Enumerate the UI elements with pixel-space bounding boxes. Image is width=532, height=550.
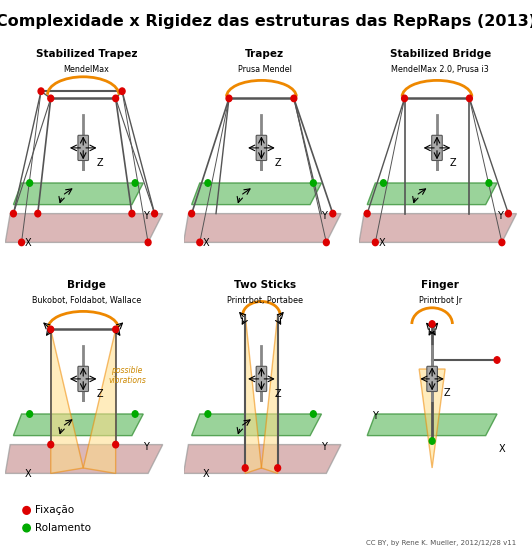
Circle shape xyxy=(205,411,211,417)
Circle shape xyxy=(11,210,16,217)
Text: X: X xyxy=(379,238,385,248)
Text: Two Sticks: Two Sticks xyxy=(234,280,296,290)
Text: Y: Y xyxy=(143,211,149,221)
Circle shape xyxy=(113,95,119,102)
Polygon shape xyxy=(5,444,163,474)
Polygon shape xyxy=(5,213,163,243)
Text: Bukobot, Foldabot, Wallace: Bukobot, Foldabot, Wallace xyxy=(32,296,141,305)
Text: Z: Z xyxy=(96,158,103,168)
Text: Z: Z xyxy=(444,388,450,398)
Polygon shape xyxy=(184,444,341,474)
FancyBboxPatch shape xyxy=(431,135,442,161)
Circle shape xyxy=(275,465,280,471)
Circle shape xyxy=(132,411,138,417)
Text: Y: Y xyxy=(143,442,149,452)
Polygon shape xyxy=(367,414,497,436)
Text: X: X xyxy=(25,469,31,479)
Text: X: X xyxy=(203,238,210,248)
Circle shape xyxy=(311,180,316,186)
Circle shape xyxy=(323,239,329,246)
Circle shape xyxy=(132,180,138,186)
Circle shape xyxy=(291,95,297,102)
Text: Z: Z xyxy=(96,389,103,399)
Text: CC BY, by Rene K. Mueller, 2012/12/28 v11: CC BY, by Rene K. Mueller, 2012/12/28 v1… xyxy=(366,540,516,546)
Circle shape xyxy=(152,210,157,217)
Text: Y: Y xyxy=(321,442,327,452)
Circle shape xyxy=(311,411,316,417)
Circle shape xyxy=(494,357,500,363)
Text: X: X xyxy=(498,444,505,454)
Polygon shape xyxy=(245,315,261,474)
Circle shape xyxy=(205,180,211,186)
Text: Z: Z xyxy=(275,389,281,399)
Circle shape xyxy=(27,411,32,417)
Text: Stabilized Bridge: Stabilized Bridge xyxy=(389,50,491,59)
Circle shape xyxy=(48,441,54,448)
Text: Y: Y xyxy=(497,211,503,221)
FancyBboxPatch shape xyxy=(256,366,267,392)
Text: X: X xyxy=(25,238,31,248)
Text: Finger: Finger xyxy=(421,280,459,290)
Circle shape xyxy=(189,210,195,217)
Text: Z: Z xyxy=(450,158,456,168)
Circle shape xyxy=(226,95,232,102)
Polygon shape xyxy=(83,329,115,474)
Circle shape xyxy=(27,180,32,186)
Circle shape xyxy=(429,321,435,327)
Polygon shape xyxy=(192,414,321,436)
Circle shape xyxy=(505,210,511,217)
FancyBboxPatch shape xyxy=(78,135,88,161)
Polygon shape xyxy=(419,369,445,468)
Text: Stabilized Trapez: Stabilized Trapez xyxy=(36,50,137,59)
Text: Complexidade x Rigidez das estruturas das RepRaps (2013): Complexidade x Rigidez das estruturas da… xyxy=(0,14,532,29)
FancyBboxPatch shape xyxy=(256,135,267,161)
Polygon shape xyxy=(192,183,321,205)
Circle shape xyxy=(429,438,435,444)
Circle shape xyxy=(242,465,248,471)
FancyBboxPatch shape xyxy=(78,366,88,392)
Circle shape xyxy=(129,210,135,217)
Circle shape xyxy=(499,239,505,246)
Circle shape xyxy=(35,210,40,217)
Text: MendelMax: MendelMax xyxy=(63,65,110,74)
Text: Prusa Mendel: Prusa Mendel xyxy=(238,65,292,74)
Text: Y: Y xyxy=(372,411,378,421)
Circle shape xyxy=(19,239,24,246)
Polygon shape xyxy=(367,183,497,205)
Circle shape xyxy=(467,95,472,102)
Circle shape xyxy=(119,88,125,95)
Circle shape xyxy=(364,210,370,217)
Circle shape xyxy=(145,239,151,246)
Polygon shape xyxy=(13,414,143,436)
Text: Printrbot, Portabee: Printrbot, Portabee xyxy=(227,296,303,305)
FancyBboxPatch shape xyxy=(427,366,437,392)
Text: MendelMax 2.0, Prusa i3: MendelMax 2.0, Prusa i3 xyxy=(392,65,489,74)
Circle shape xyxy=(197,239,203,246)
Circle shape xyxy=(402,95,408,102)
Circle shape xyxy=(372,239,378,246)
Circle shape xyxy=(38,88,44,95)
Circle shape xyxy=(380,180,386,186)
Text: Y: Y xyxy=(321,211,327,221)
Polygon shape xyxy=(13,183,143,205)
Text: Bridge: Bridge xyxy=(67,280,106,290)
Polygon shape xyxy=(359,213,517,243)
Circle shape xyxy=(330,210,336,217)
Text: Printrbot Jr: Printrbot Jr xyxy=(419,296,462,305)
Text: X: X xyxy=(203,469,210,479)
Circle shape xyxy=(113,326,119,333)
Circle shape xyxy=(48,326,54,333)
Circle shape xyxy=(48,95,54,102)
Text: Z: Z xyxy=(275,158,281,168)
Circle shape xyxy=(486,180,492,186)
Polygon shape xyxy=(261,315,278,474)
Text: possible
vibrations: possible vibrations xyxy=(108,366,146,386)
Polygon shape xyxy=(51,329,83,474)
Text: Fixação: Fixação xyxy=(35,505,74,515)
Circle shape xyxy=(113,441,119,448)
Polygon shape xyxy=(184,213,341,243)
Text: Trapez: Trapez xyxy=(245,50,284,59)
Text: Rolamento: Rolamento xyxy=(35,523,90,533)
